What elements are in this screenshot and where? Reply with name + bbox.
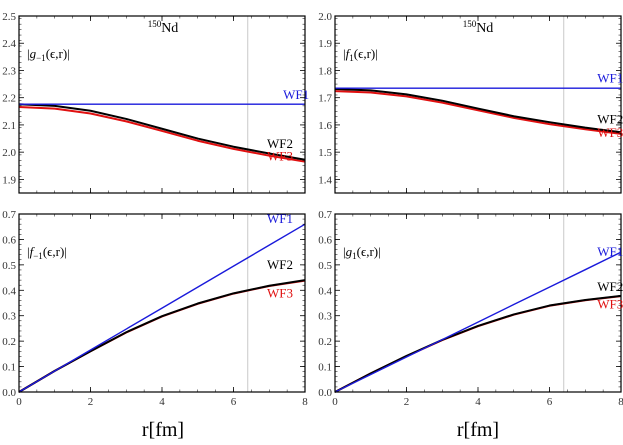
series-label-wf3: WF3 <box>267 285 293 300</box>
y-tick-label: 2.1 <box>2 120 16 132</box>
x-axis-label-left: r[fm] <box>142 419 184 441</box>
plot-frame <box>18 213 306 393</box>
y-tick-label: 0.5 <box>318 260 332 272</box>
y-tick-label: 1.8 <box>318 65 332 77</box>
x-tick-label: 4 <box>475 396 481 408</box>
y-tick-label: 0.0 <box>2 387 16 399</box>
x-tick-label: 0 <box>332 396 338 408</box>
y-tick-label: 0.1 <box>2 362 16 374</box>
series-line-wf1 <box>18 223 306 393</box>
y-tick-label: 2.2 <box>2 93 16 105</box>
x-tick-label: 6 <box>231 396 237 408</box>
x-axis-label-right: r[fm] <box>457 419 499 441</box>
series-label-wf2: WF2 <box>267 136 293 151</box>
y-tick-label: 0.0 <box>318 387 332 399</box>
series-label-wf3: WF3 <box>267 148 293 163</box>
series-label-wf3: WF3 <box>597 125 623 140</box>
x-tick-label: 8 <box>302 396 308 408</box>
y-tick-label: 1.9 <box>318 38 332 50</box>
x-tick-label: 2 <box>404 396 410 408</box>
series-line-wf3 <box>18 279 306 393</box>
function-annotation: |g1(ϵ,r)| <box>343 244 381 261</box>
y-tick-label: 0.3 <box>318 311 332 323</box>
series-label-wf2: WF2 <box>267 257 293 272</box>
series-line-wf3 <box>334 90 622 135</box>
nucleus-label: 150Nd <box>463 19 494 36</box>
series-label-wf1: WF1 <box>267 211 293 226</box>
y-tick-label: 0.2 <box>318 336 332 348</box>
series-label-wf2: WF2 <box>597 279 623 294</box>
x-tick-label: 2 <box>88 396 94 408</box>
y-tick-label: 0.7 <box>318 209 332 221</box>
y-tick-label: 0.5 <box>2 260 16 272</box>
y-tick-label: 0.4 <box>318 285 332 297</box>
y-tick-label: 0.6 <box>318 234 332 246</box>
series-line-wf2 <box>18 279 306 393</box>
y-tick-label: 0.3 <box>2 311 16 323</box>
y-tick-label: 0.2 <box>2 336 16 348</box>
y-tick-label: 2.5 <box>2 11 16 23</box>
y-tick-label: 2.3 <box>2 65 16 77</box>
plot-frame <box>334 15 622 194</box>
series-line-wf2 <box>334 294 622 393</box>
series-line-wf1 <box>334 251 622 393</box>
function-annotation: |f−1(ϵ,r)| <box>27 244 67 261</box>
panel-4: 0.0 0.1 0.2 0.3 0.4 0.5 0.6 0.7 0 2 4 6 8 WF1 WF2 WF3 |g… <box>318 209 623 408</box>
y-tick-label: 1.7 <box>318 93 332 105</box>
y-tick-label: 2.0 <box>318 11 332 23</box>
series-label-wf2: WF2 <box>597 112 623 127</box>
y-tick-label: 2.0 <box>2 147 16 159</box>
series-label-wf1: WF1 <box>283 87 309 102</box>
y-tick-label: 1.4 <box>318 174 332 186</box>
y-tick-label: 0.1 <box>318 362 332 374</box>
series-label-wf1: WF1 <box>597 71 623 86</box>
panel-3: 0.0 0.1 0.2 0.3 0.4 0.5 0.6 0.7 0 2 4 6 8 WF1 WF2 WF3 |f… <box>2 209 308 408</box>
function-annotation: |g−1(ϵ,r)| <box>27 46 70 63</box>
series-line-wf3 <box>334 295 622 393</box>
y-tick-label: 0.7 <box>2 209 16 221</box>
series-line-wf2 <box>334 87 622 134</box>
series-label-wf1: WF1 <box>597 244 623 259</box>
x-tick-label: 4 <box>159 396 165 408</box>
y-tick-label: 1.6 <box>318 120 332 132</box>
y-tick-label: 0.6 <box>2 234 16 246</box>
function-annotation: |f1(ϵ,r)| <box>343 46 378 63</box>
x-tick-label: 0 <box>16 396 22 408</box>
x-tick-label: 8 <box>618 396 623 408</box>
series-label-wf3: WF3 <box>597 297 623 312</box>
y-tick-label: 1.9 <box>2 174 16 186</box>
y-tick-label: 0.4 <box>2 285 16 297</box>
nucleus-label: 150Nd <box>148 19 179 36</box>
series-line-wf3 <box>18 105 306 163</box>
series-line-wf2 <box>18 103 306 161</box>
x-tick-label: 6 <box>547 396 553 408</box>
y-tick-label: 2.4 <box>2 38 16 50</box>
y-tick-label: 1.5 <box>318 147 332 159</box>
plot-frame <box>334 213 622 393</box>
